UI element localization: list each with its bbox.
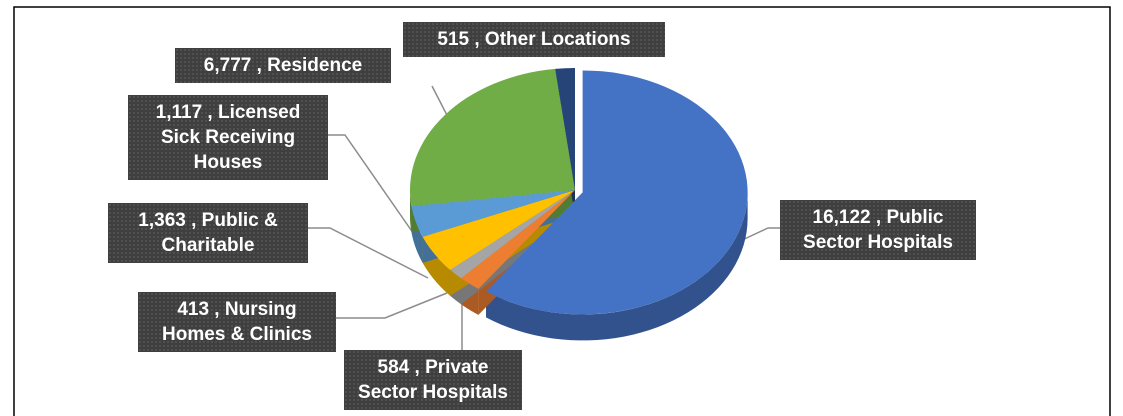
data-label: 1,363 , Public & Charitable — [108, 203, 308, 263]
pie-slice — [450, 190, 575, 279]
data-label: 584 , Private Sector Hospitals — [344, 350, 522, 410]
pie-slice — [422, 190, 575, 270]
leader-line — [308, 227, 429, 279]
data-label: 413 , Nursing Homes & Clinics — [138, 292, 336, 352]
data-label: 16,122 , Public Sector Hospitals — [780, 200, 976, 260]
data-label: 515 , Other Locations — [403, 22, 665, 57]
pie-slice — [410, 68, 575, 207]
frame — [13, 6, 1111, 416]
slice-side — [486, 192, 748, 341]
pie-slice — [411, 190, 575, 237]
pie — [410, 68, 748, 341]
leader-line — [335, 292, 448, 319]
pie-slice — [461, 190, 575, 289]
pie-slice — [486, 70, 748, 315]
data-label: 1,117 , Licensed Sick Receiving Houses — [128, 95, 328, 180]
leader-line — [327, 134, 419, 241]
slice-side — [410, 190, 412, 233]
data-label: 6,777 , Residence — [175, 48, 391, 83]
pie-slice — [555, 68, 575, 190]
leader-line — [737, 227, 780, 243]
leader-lines — [308, 85, 780, 350]
